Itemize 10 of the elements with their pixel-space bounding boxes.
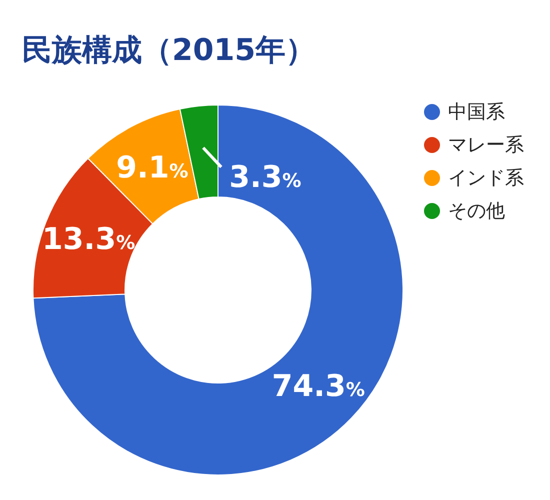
legend-label: マレー系 bbox=[448, 134, 524, 156]
legend-label: その他 bbox=[448, 200, 505, 222]
legend-label: 中国系 bbox=[448, 101, 505, 123]
data-label: 9.1% bbox=[116, 150, 188, 186]
chart-title: 民族構成（2015年） bbox=[22, 33, 316, 68]
data-label: 13.3% bbox=[42, 222, 136, 258]
data-label: 74.3% bbox=[272, 369, 365, 404]
data-label: 3.3% bbox=[229, 160, 302, 196]
legend-label: インド系 bbox=[448, 167, 524, 189]
donut-slice bbox=[32, 104, 404, 476]
